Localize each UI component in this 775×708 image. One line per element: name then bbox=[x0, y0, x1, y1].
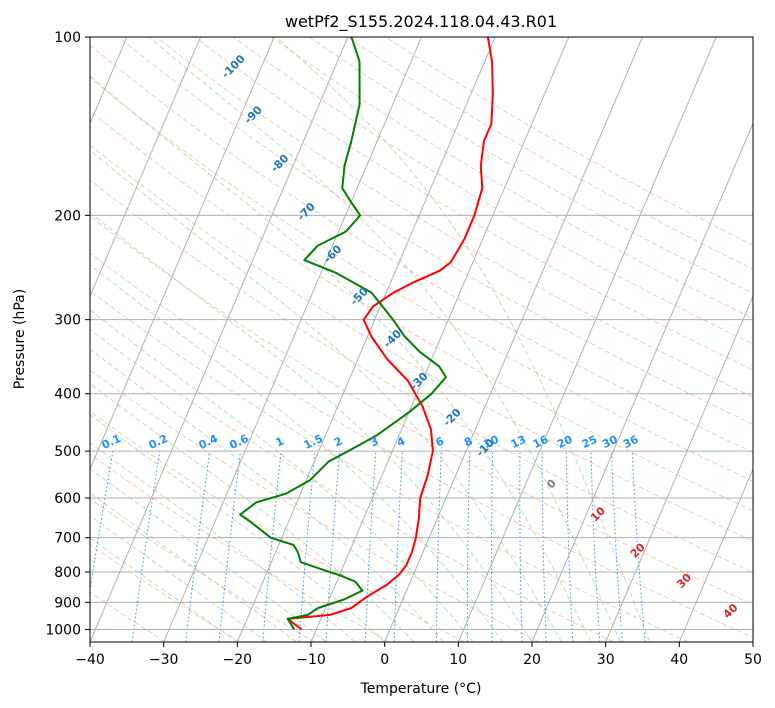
mixing-ratio-line bbox=[262, 451, 282, 642]
x-tick-label: −30 bbox=[149, 652, 179, 668]
y-axis-label: Pressure (hPa) bbox=[12, 289, 28, 389]
dry-adiabat bbox=[90, 76, 753, 482]
mixing-ratio-label: 25 bbox=[580, 433, 599, 451]
dry-adiabat bbox=[156, 37, 753, 398]
dry-adiabat bbox=[232, 37, 753, 345]
dry-adiabat bbox=[90, 144, 753, 542]
dry-adiabat bbox=[270, 37, 753, 320]
isotherm-line bbox=[90, 37, 349, 642]
moist-adiabat bbox=[90, 309, 474, 642]
x-tick-label: 50 bbox=[744, 652, 762, 668]
moist-adiabat bbox=[90, 537, 238, 642]
axis-ticks: −40 −30 −20 −10 0 10 20 30 40 50 100 200 300 400 500 60… bbox=[45, 30, 762, 668]
mixing-ratio-line bbox=[218, 451, 241, 642]
mixing-ratio-label: 20 bbox=[555, 433, 575, 451]
x-tick-label: 30 bbox=[597, 652, 615, 668]
x-tick-label: 20 bbox=[523, 652, 541, 668]
dewpoint-line bbox=[239, 37, 447, 630]
series-lines bbox=[239, 37, 494, 631]
mixing-ratio-label: 30 bbox=[600, 433, 620, 451]
y-tick-label: 900 bbox=[54, 595, 81, 611]
y-tick-label: 800 bbox=[54, 565, 81, 581]
plot-frame bbox=[89, 36, 754, 643]
dry-adiabat bbox=[90, 410, 465, 642]
dry-adiabat bbox=[90, 453, 390, 642]
temperature-line bbox=[286, 37, 494, 631]
y-tick-label: 700 bbox=[54, 531, 81, 547]
isotherm-line bbox=[678, 467, 753, 642]
y-tick-label: 100 bbox=[54, 30, 81, 46]
x-tick-label: −10 bbox=[296, 652, 326, 668]
moist-adiabat bbox=[148, 37, 621, 642]
isotherm-line bbox=[384, 37, 643, 642]
mixing-ratio-label: 13 bbox=[509, 433, 528, 451]
y-tick-label: 400 bbox=[54, 387, 81, 403]
moist-adiabat bbox=[90, 442, 356, 642]
y-tick-label: 200 bbox=[54, 208, 81, 224]
y-tick-label: 600 bbox=[54, 491, 81, 507]
isotherm-line bbox=[605, 295, 753, 642]
dry-adiabat bbox=[90, 179, 753, 573]
moist-adiabat bbox=[275, 37, 651, 642]
moist-adiabat bbox=[90, 211, 533, 642]
mixing-ratio-line bbox=[631, 451, 646, 642]
moist-adiabat bbox=[90, 414, 386, 642]
x-tick-label: 0 bbox=[380, 652, 389, 668]
moist-adiabat bbox=[90, 515, 268, 642]
dry-adiabat bbox=[90, 290, 689, 642]
isotherm-line bbox=[163, 37, 422, 642]
grid-lines bbox=[90, 37, 753, 642]
mixing-ratio-line bbox=[90, 451, 114, 593]
dry-adiabat bbox=[90, 215, 753, 606]
dry-adiabat bbox=[90, 110, 753, 512]
moist-adiabat bbox=[90, 383, 415, 642]
isotherm-line bbox=[310, 37, 570, 642]
dry-adiabat bbox=[90, 369, 540, 642]
mixing-ratio-label: 10 bbox=[481, 433, 501, 451]
x-tick-label: 40 bbox=[670, 652, 688, 668]
dry-adiabat bbox=[90, 498, 315, 642]
y-tick-label: 300 bbox=[54, 313, 81, 329]
x-tick-label: −40 bbox=[75, 652, 105, 668]
mixing-ratio-label: 16 bbox=[531, 433, 551, 451]
isotherm-line bbox=[90, 37, 201, 298]
mixing-ratio-label: 36 bbox=[621, 433, 641, 451]
x-axis-label: Temperature (°C) bbox=[360, 681, 482, 697]
moist-adiabat bbox=[90, 468, 327, 642]
y-tick-label: 1000 bbox=[45, 622, 81, 638]
mixing-ratio-line bbox=[185, 451, 211, 642]
x-tick-label: 10 bbox=[449, 652, 467, 668]
moist-adiabat bbox=[90, 75, 592, 642]
mixing-ratio-line bbox=[298, 451, 316, 642]
isotherm-line bbox=[457, 37, 717, 642]
isotherm-line bbox=[90, 37, 275, 471]
moist-adiabat bbox=[90, 264, 503, 642]
moist-adiabat bbox=[90, 348, 444, 642]
isotherm-line bbox=[531, 122, 753, 642]
y-tick-label: 500 bbox=[54, 444, 81, 460]
dry-adiabat bbox=[194, 37, 753, 371]
chart-title: wetPf2_S155.2024.118.04.43.R01 bbox=[285, 12, 557, 32]
moist-adiabat bbox=[90, 149, 562, 642]
dry-adiabat bbox=[90, 591, 166, 642]
x-tick-label: −20 bbox=[223, 652, 253, 668]
